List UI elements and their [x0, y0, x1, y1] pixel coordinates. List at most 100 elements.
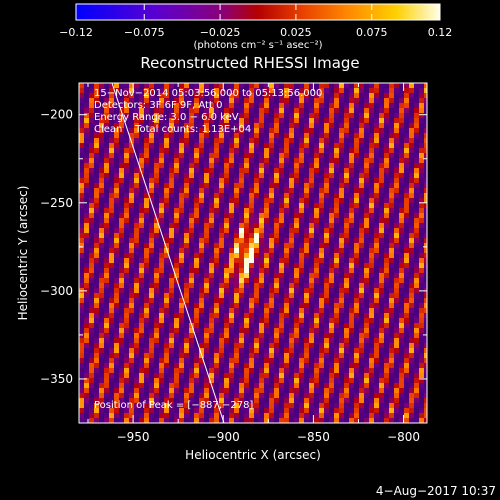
heatmap-cell [424, 238, 427, 244]
heatmap-cell [389, 248, 395, 254]
heatmap-cell [139, 213, 145, 219]
heatmap-cell [314, 258, 320, 264]
heatmap-cell [209, 93, 215, 99]
heatmap-cell [104, 308, 110, 314]
heatmap-cell [369, 308, 375, 314]
heatmap-cell [354, 328, 360, 334]
heatmap-cell [109, 88, 115, 94]
heatmap-cell [419, 378, 425, 384]
heatmap-cell [324, 333, 330, 339]
heatmap-cell [99, 383, 105, 389]
heatmap-cell [209, 108, 215, 114]
heatmap-cell [149, 238, 155, 244]
heatmap-cell [399, 353, 405, 359]
heatmap-cell [204, 213, 210, 219]
heatmap-cell [249, 113, 255, 119]
heatmap-cell [334, 413, 340, 419]
heatmap-cell [164, 98, 170, 104]
heatmap-cell [349, 303, 355, 309]
heatmap-cell [199, 393, 205, 399]
heatmap-cell [419, 333, 425, 339]
heatmap-cell [414, 313, 420, 319]
heatmap-cell [349, 363, 355, 369]
heatmap-cell [164, 408, 170, 414]
heatmap-cell [139, 223, 145, 229]
heatmap-cell [224, 283, 230, 289]
heatmap-cell [424, 353, 427, 359]
heatmap-cell [114, 88, 120, 94]
heatmap-cell [399, 133, 405, 139]
heatmap-cell [374, 393, 380, 399]
heatmap-cell [79, 403, 85, 409]
heatmap-cell [159, 283, 165, 289]
heatmap-cell [209, 213, 215, 219]
heatmap-cell [224, 143, 230, 149]
heatmap-cell [204, 273, 210, 279]
heatmap-cell [199, 208, 205, 214]
heatmap-cell [299, 223, 305, 229]
heatmap-cell [219, 133, 225, 139]
heatmap-cell [204, 98, 210, 104]
heatmap-cell [404, 138, 410, 144]
heatmap-cell [299, 193, 305, 199]
heatmap-cell [84, 413, 90, 419]
heatmap-cell [299, 388, 305, 394]
heatmap-cell [119, 193, 125, 199]
colorbar-tick-label: −0.025 [200, 26, 241, 39]
heatmap-cell [144, 213, 150, 219]
heatmap-cell [324, 118, 330, 124]
heatmap-cell [224, 243, 230, 249]
heatmap-cell [154, 113, 160, 119]
heatmap-cell [184, 403, 190, 409]
heatmap-cell [384, 313, 390, 319]
heatmap-cell [309, 373, 315, 379]
heatmap-cell [344, 413, 350, 419]
heatmap-cell [144, 268, 150, 274]
heatmap-cell [304, 388, 310, 394]
heatmap-cell [104, 113, 110, 119]
heatmap-cell [164, 123, 170, 129]
heatmap-cell [274, 208, 280, 214]
heatmap-cell [149, 83, 155, 89]
heatmap-cell [294, 353, 300, 359]
heatmap-cell [109, 123, 115, 129]
heatmap-cell [379, 188, 385, 194]
heatmap-cell [229, 173, 235, 179]
heatmap-cell [169, 143, 175, 149]
heatmap-cell [249, 93, 255, 99]
heatmap-cell [214, 413, 220, 419]
heatmap-cell [99, 348, 105, 354]
heatmap-cell [84, 303, 90, 309]
heatmap-cell [184, 388, 190, 394]
heatmap-cell [364, 378, 370, 384]
heatmap-cell [389, 103, 395, 109]
heatmap-cell [424, 283, 427, 289]
heatmap-cell [189, 353, 195, 359]
heatmap-cell [319, 263, 325, 269]
heatmap-cell [159, 293, 165, 299]
heatmap-cell [384, 138, 390, 144]
heatmap-cell [224, 118, 230, 124]
heatmap-cell [359, 313, 365, 319]
heatmap-cell [419, 248, 425, 254]
heatmap-cell [244, 283, 250, 289]
heatmap-cell [164, 323, 170, 329]
heatmap-cell [344, 118, 350, 124]
heatmap-cell [319, 273, 325, 279]
heatmap-cell [259, 408, 265, 414]
heatmap-cell [264, 398, 270, 404]
heatmap-cell [284, 228, 290, 234]
heatmap-cell [119, 118, 125, 124]
heatmap-cell [389, 263, 395, 269]
heatmap-cell [394, 173, 400, 179]
heatmap-cell [269, 303, 275, 309]
heatmap-cell [159, 158, 165, 164]
heatmap-cell [234, 303, 240, 309]
heatmap-cell [109, 83, 115, 89]
heatmap-cell [239, 223, 245, 229]
heatmap-cell [414, 288, 420, 294]
heatmap-cell [409, 148, 415, 154]
heatmap-cell [359, 98, 365, 104]
heatmap-cell [389, 193, 395, 199]
heatmap-cell [174, 353, 180, 359]
